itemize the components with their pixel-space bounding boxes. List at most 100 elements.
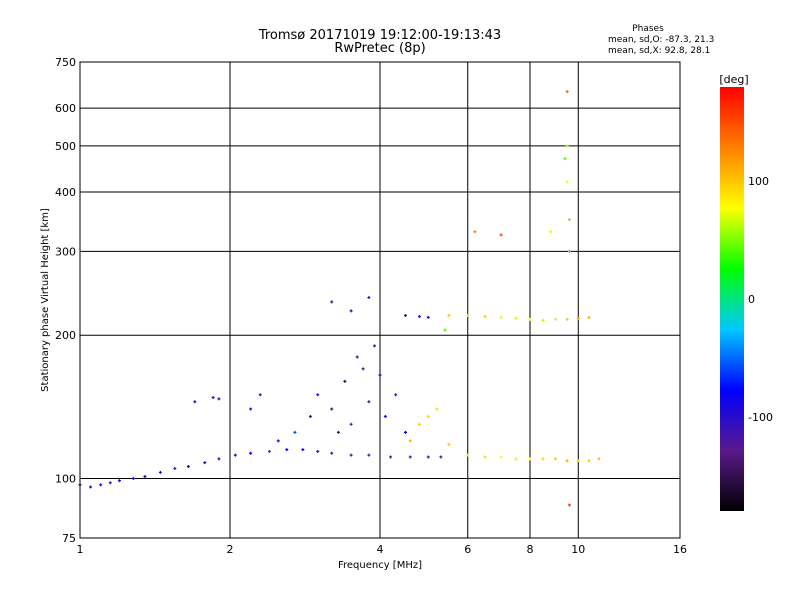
data-point-x	[466, 314, 470, 318]
data-point-x	[447, 442, 451, 446]
data-point-o	[193, 400, 197, 404]
data-point-o	[203, 461, 207, 465]
y-tick-label: 100	[55, 473, 76, 486]
colorbar-label: [deg]	[719, 73, 748, 86]
y-tick-label: 600	[55, 102, 76, 115]
data-point-o	[293, 430, 297, 434]
data-point-x	[514, 457, 518, 461]
data-point-o	[426, 315, 430, 319]
data-point-o	[367, 453, 371, 457]
data-point-x	[528, 317, 532, 321]
y-tick-label: 200	[55, 329, 76, 342]
data-point-x	[466, 453, 470, 457]
data-point-o	[439, 455, 443, 459]
data-point-o	[285, 448, 289, 452]
data-point-x	[499, 455, 503, 459]
data-point-x	[426, 414, 430, 418]
colorbar-tick-label: 0	[748, 293, 755, 306]
data-point-o	[267, 449, 271, 453]
data-point-o	[276, 439, 280, 443]
data-point-x	[565, 180, 569, 184]
data-point-o	[330, 300, 334, 304]
data-point-o	[217, 397, 221, 401]
data-point-x	[549, 230, 553, 234]
data-point-o	[349, 422, 353, 426]
data-point-o	[308, 414, 312, 418]
data-point-o	[394, 393, 398, 397]
data-point-o	[330, 451, 334, 455]
x-tick-label: 2	[227, 543, 234, 556]
grid-lines	[80, 62, 680, 538]
data-point-o	[211, 395, 215, 399]
data-point-o	[378, 373, 382, 377]
data-point-x	[567, 249, 571, 253]
legend-line-x: mean, sd,X: 92.8, 28.1	[608, 46, 710, 56]
data-points	[78, 90, 601, 507]
data-point-x	[597, 457, 601, 461]
colorbar-tick-label: -100	[748, 411, 773, 424]
data-point-o	[99, 483, 103, 487]
x-axis-label: Frequency [MHz]	[338, 560, 422, 571]
colorbar-ticks: 100 0 -100	[748, 175, 773, 424]
x-tick-label: 1	[77, 543, 84, 556]
y-tick-label: 750	[55, 56, 76, 69]
data-point-o	[417, 314, 421, 318]
data-point-x	[567, 218, 571, 222]
x-tick-label: 6	[464, 543, 471, 556]
data-point-o	[349, 309, 353, 313]
x-tick-label: 8	[527, 543, 534, 556]
y-tick-label: 400	[55, 186, 76, 199]
data-point-o	[89, 485, 93, 489]
data-point-x	[565, 317, 569, 321]
legend-header: Phases	[632, 24, 664, 34]
data-point-x	[576, 316, 580, 320]
x-tick-label: 16	[673, 543, 687, 556]
data-point-o	[217, 457, 221, 461]
data-point-o	[355, 355, 359, 359]
data-point-x	[408, 439, 412, 443]
data-point-o	[316, 393, 320, 397]
data-point-x	[576, 459, 580, 463]
data-point-x	[443, 328, 447, 332]
data-point-x	[541, 318, 545, 322]
data-point-o	[108, 481, 112, 485]
data-point-o	[389, 455, 393, 459]
y-tick-label: 300	[55, 245, 76, 258]
data-point-x	[473, 230, 477, 234]
data-point-o	[367, 296, 371, 300]
data-point-x	[563, 157, 567, 161]
data-point-o	[383, 414, 387, 418]
y-tick-label: 500	[55, 140, 76, 153]
data-point-x	[483, 455, 487, 459]
data-point-o	[361, 367, 365, 371]
x-tick-label: 4	[377, 543, 384, 556]
data-point-x	[417, 422, 421, 426]
y-axis-ticks: 75 100 200 300 400 500 600 750	[55, 56, 76, 545]
y-axis-label: Stationary phase Virtual Height [km]	[40, 208, 51, 392]
data-point-x	[565, 90, 569, 94]
data-point-x	[528, 457, 532, 461]
data-point-x	[565, 459, 569, 463]
data-point-o	[316, 449, 320, 453]
colorbar-tick-label: 100	[748, 175, 769, 188]
chart-title: Tromsø 20171019 19:12:00-19:13:43	[258, 28, 501, 43]
data-point-o	[143, 474, 147, 478]
data-point-x	[565, 144, 569, 148]
data-point-o	[330, 407, 334, 411]
data-point-o	[373, 344, 377, 348]
data-point-o	[349, 453, 353, 457]
data-point-o	[367, 400, 371, 404]
y-tick-label: 75	[62, 532, 76, 545]
data-point-o	[117, 479, 121, 483]
x-tick-label: 10	[571, 543, 585, 556]
data-point-o	[249, 451, 253, 455]
data-point-x	[499, 315, 503, 319]
x-axis-ticks: 1 2 4 6 8 10 16	[77, 543, 688, 556]
data-point-x	[447, 314, 451, 318]
data-point-x	[435, 407, 439, 411]
data-point-o	[158, 470, 162, 474]
data-point-o	[249, 407, 253, 411]
data-point-x	[553, 457, 557, 461]
data-point-o	[131, 477, 135, 481]
